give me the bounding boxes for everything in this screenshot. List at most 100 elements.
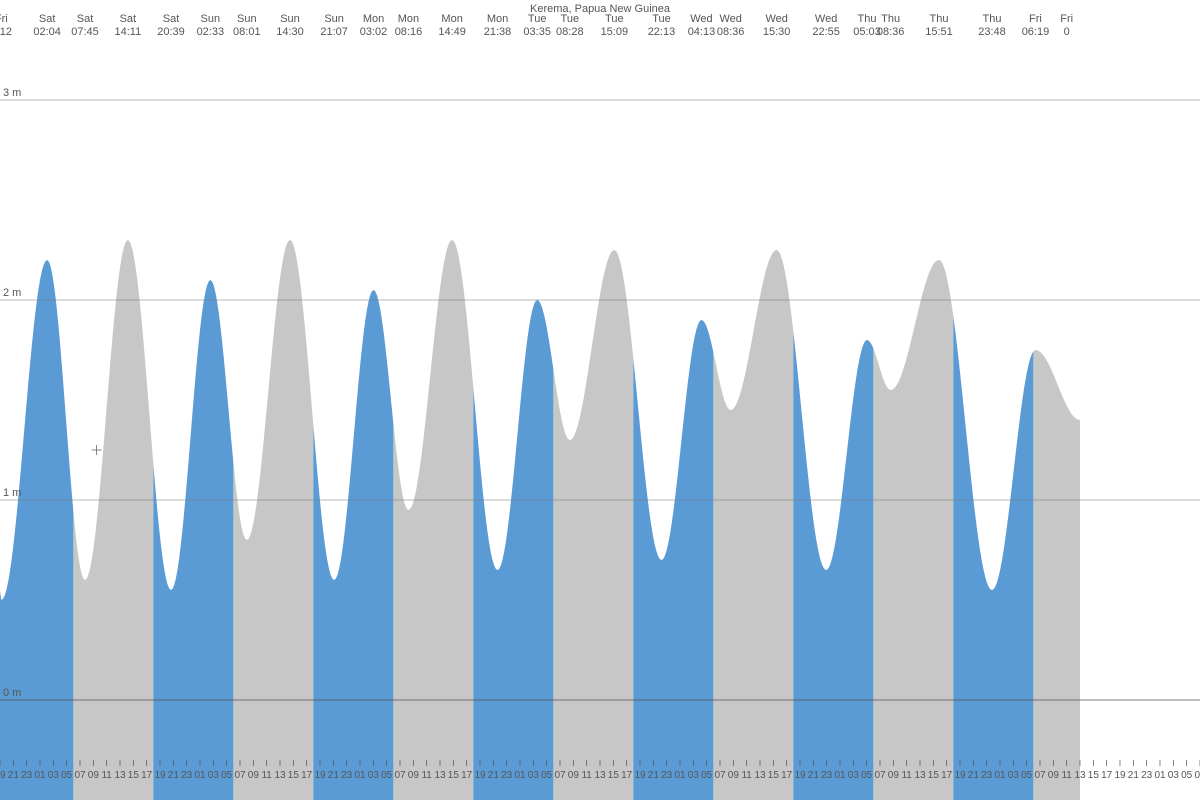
x-axis-label: 13: [1074, 770, 1086, 781]
x-axis-label: 11: [261, 770, 272, 781]
x-axis-label: 19: [954, 770, 966, 781]
x-axis-label: 21: [1128, 770, 1140, 781]
x-axis-label: 05: [861, 770, 873, 781]
x-axis-label: 03: [208, 770, 220, 781]
x-axis-label: 09: [408, 770, 420, 781]
tide-extreme-day: Sun: [280, 13, 300, 25]
tide-extreme-time: 04:13: [688, 26, 716, 38]
x-axis-label: 17: [621, 770, 633, 781]
tide-extreme-day: Sat: [77, 13, 94, 25]
tide-extreme-time: 0:12: [0, 26, 12, 38]
y-axis-label: 1 m: [3, 487, 21, 499]
tide-extreme-day: Wed: [815, 13, 837, 25]
tide-chart: 0 m1 m2 m3 m1921230103050709111315171921…: [0, 0, 1200, 800]
tide-extreme-day: Sun: [324, 13, 344, 25]
x-axis-label: 11: [901, 770, 912, 781]
x-axis-label: 01: [354, 770, 366, 781]
x-axis-label: 21: [648, 770, 660, 781]
tide-extreme-time: 22:13: [648, 26, 676, 38]
x-axis-label: 17: [301, 770, 313, 781]
x-axis-label: 23: [21, 770, 33, 781]
x-axis-label: 03: [1168, 770, 1180, 781]
tide-extreme-time: 14:30: [276, 26, 304, 38]
x-axis-label: 03: [1008, 770, 1020, 781]
x-axis-label: 15: [608, 770, 620, 781]
x-axis-label: 07: [74, 770, 86, 781]
tide-extreme-time: 14:49: [438, 26, 466, 38]
x-axis-label: 03: [528, 770, 540, 781]
x-axis-label: 01: [194, 770, 206, 781]
x-axis-label: 05: [541, 770, 553, 781]
tide-extreme-day: Mon: [487, 13, 508, 25]
y-axis-label: 3 m: [3, 87, 21, 99]
x-axis-label: 23: [981, 770, 993, 781]
x-axis-label: 19: [1114, 770, 1126, 781]
x-axis-label: 15: [288, 770, 300, 781]
x-axis-label: 09: [728, 770, 740, 781]
tide-extreme-day: Sat: [163, 13, 180, 25]
x-axis-label: 11: [741, 770, 752, 781]
tide-extreme-day: Fri: [1060, 13, 1073, 25]
x-axis-label: 23: [501, 770, 513, 781]
x-axis-label: 01: [994, 770, 1006, 781]
x-axis-label: 01: [1154, 770, 1166, 781]
x-axis-label: 05: [381, 770, 393, 781]
tide-extreme-time: 14:11: [115, 26, 142, 38]
x-axis-label: 19: [0, 770, 6, 781]
tide-extreme-time: 08:36: [877, 26, 905, 38]
tide-extreme-day: Sat: [120, 13, 137, 25]
x-axis-label: 09: [88, 770, 100, 781]
x-axis-label: 19: [634, 770, 646, 781]
x-axis-label: 21: [328, 770, 340, 781]
tide-extreme-day: Thu: [983, 13, 1002, 25]
x-axis-label: 21: [168, 770, 180, 781]
tide-extreme-time: 08:28: [556, 26, 584, 38]
x-axis-label: 05: [1181, 770, 1193, 781]
tide-extreme-day: Tue: [528, 13, 547, 25]
tide-extreme-time: 08:01: [233, 26, 261, 38]
tide-extreme-time: 02:04: [33, 26, 61, 38]
tide-extreme-time: 20:39: [157, 26, 185, 38]
x-axis-label: 11: [1061, 770, 1072, 781]
tide-extreme-time: 0: [1064, 26, 1070, 38]
x-axis-label: 03: [48, 770, 60, 781]
x-axis-label: 19: [154, 770, 166, 781]
tide-extreme-day: Mon: [441, 13, 462, 25]
x-axis-label: 07: [1194, 770, 1200, 781]
x-axis-label: 01: [674, 770, 686, 781]
x-axis-label: 05: [61, 770, 73, 781]
x-axis-label: 07: [1034, 770, 1046, 781]
x-axis-label: 09: [568, 770, 580, 781]
tide-extreme-time: 08:36: [717, 26, 745, 38]
x-axis-label: 21: [488, 770, 500, 781]
chart-title: Kerema, Papua New Guinea: [530, 3, 671, 15]
x-axis-label: 19: [474, 770, 486, 781]
tide-extreme-day: Wed: [690, 13, 712, 25]
x-axis-label: 13: [594, 770, 606, 781]
tide-extreme-time: 15:30: [763, 26, 791, 38]
x-axis-label: 23: [341, 770, 353, 781]
x-axis-label: 15: [1088, 770, 1100, 781]
tide-extreme-time: 21:38: [484, 26, 512, 38]
x-axis-label: 05: [1021, 770, 1033, 781]
x-axis-label: 09: [888, 770, 900, 781]
x-axis-label: 21: [8, 770, 20, 781]
tide-chart-svg: 0 m1 m2 m3 m1921230103050709111315171921…: [0, 0, 1200, 800]
x-axis-label: 15: [448, 770, 460, 781]
x-axis-label: 17: [461, 770, 473, 781]
x-axis-label: 19: [314, 770, 326, 781]
x-axis-label: 23: [661, 770, 673, 781]
tide-extreme-time: 21:07: [320, 26, 348, 38]
x-axis-label: 07: [234, 770, 246, 781]
tide-extreme-time: 22:55: [812, 26, 840, 38]
tide-extreme-day: Fri: [1029, 13, 1042, 25]
x-axis-label: 23: [181, 770, 193, 781]
tide-extreme-time: 06:19: [1022, 26, 1050, 38]
tide-extreme-time: 15:51: [925, 26, 953, 38]
x-axis-label: 07: [874, 770, 886, 781]
tide-extreme-day: Fri: [0, 13, 8, 25]
x-axis-label: 17: [781, 770, 793, 781]
x-axis-label: 15: [128, 770, 140, 781]
x-axis-label: 05: [701, 770, 713, 781]
x-axis-label: 11: [581, 770, 592, 781]
